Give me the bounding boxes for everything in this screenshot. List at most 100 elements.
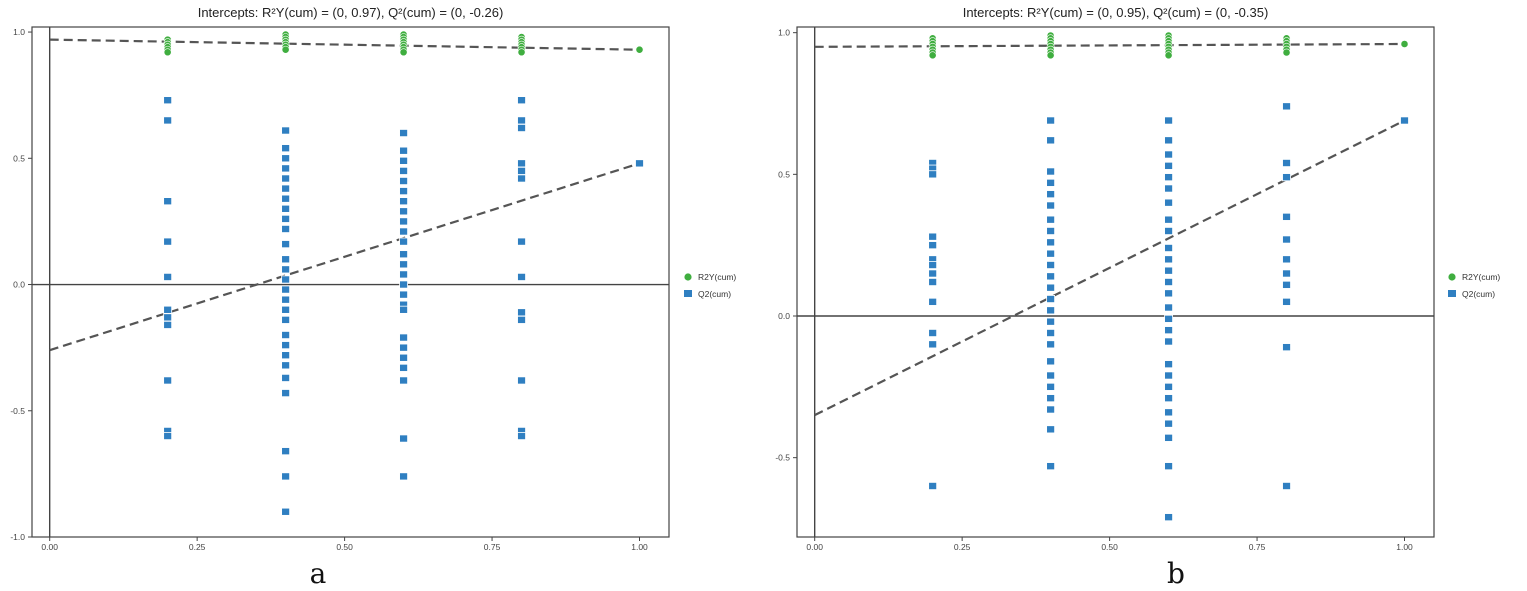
q2-point — [163, 197, 173, 206]
y-tick-label: -0.5 — [10, 406, 25, 416]
q2-point — [1164, 382, 1173, 391]
q2-point — [281, 194, 291, 203]
q2-point — [163, 376, 173, 385]
q2-point — [1046, 283, 1056, 292]
r2y-point — [281, 45, 290, 54]
x-tick-label: 0.00 — [41, 542, 58, 552]
q2-point — [281, 204, 291, 213]
y-tick-label: -1.0 — [10, 532, 25, 542]
q2-point — [1046, 167, 1056, 176]
q2-point — [928, 269, 938, 278]
q2-point — [1164, 150, 1173, 159]
q2-point — [399, 197, 408, 206]
legend: R2Y(cum) Q2(cum) — [684, 272, 736, 299]
r2y-point — [1282, 48, 1291, 57]
panel-label: a — [310, 557, 327, 590]
q2-point — [1046, 178, 1056, 187]
x-tick-label: 0.75 — [484, 542, 501, 552]
legend-q2-marker — [1448, 290, 1456, 297]
q2-point — [1046, 215, 1056, 224]
q2-point — [281, 447, 291, 456]
q2-point — [399, 434, 408, 443]
q2-point — [281, 373, 291, 382]
q2-point — [1046, 201, 1056, 210]
q2-point — [1046, 328, 1056, 337]
q2-point — [1164, 337, 1173, 346]
q2-point — [1046, 249, 1056, 258]
q2-point — [281, 240, 291, 249]
q2-point — [281, 154, 291, 163]
q2-point — [399, 363, 408, 372]
q2-point — [928, 297, 938, 306]
r2y-point — [1046, 51, 1055, 60]
q2-point — [399, 290, 408, 299]
y-tick-label: 0.5 — [778, 169, 790, 179]
q2-point — [517, 308, 526, 317]
q2-point — [399, 237, 408, 246]
q2-point — [1046, 238, 1056, 247]
q2-point — [928, 328, 938, 337]
r2y-regression-line — [49, 38, 640, 51]
q2-point — [1164, 215, 1173, 224]
q2-point — [399, 187, 408, 196]
q2-point — [1164, 408, 1173, 417]
q2-regression-line — [49, 162, 640, 352]
q2-point — [163, 432, 173, 441]
q2-point — [163, 96, 173, 105]
q2-point — [928, 260, 938, 269]
q2-point — [399, 177, 408, 186]
y-tick-label: 1.0 — [778, 28, 790, 38]
q2-point — [1164, 243, 1173, 252]
q2-point — [1046, 340, 1056, 349]
q2-point — [399, 353, 408, 362]
chart-title: Intercepts: R²Y(cum) = (0, 0.95), Q²(cum… — [963, 5, 1269, 20]
x-tick-label: 0.25 — [954, 542, 971, 552]
q2-point — [928, 340, 938, 349]
q2-point — [1282, 280, 1291, 289]
q2-point — [281, 214, 291, 223]
q2-point — [281, 265, 291, 274]
legend-q2-label: Q2(cum) — [698, 289, 731, 299]
q2-point — [163, 305, 173, 314]
x-tick-label: 0.75 — [1249, 542, 1266, 552]
q2-point — [281, 255, 291, 264]
chart-panel-b: Intercepts: R²Y(cum) = (0, 0.95), Q²(cum… — [775, 5, 1500, 590]
q2-point — [1046, 116, 1056, 125]
q2-point — [1164, 289, 1173, 298]
q2-point — [281, 389, 291, 398]
y-tick-label: 0.5 — [13, 153, 25, 163]
r2y-point — [635, 45, 644, 54]
x-tick-label: 0.00 — [806, 542, 823, 552]
q2-point — [399, 217, 408, 226]
q2-point — [399, 376, 408, 385]
q2-point — [635, 159, 644, 168]
chart-title: Intercepts: R²Y(cum) = (0, 0.97), Q²(cum… — [198, 5, 504, 20]
q2-point — [1282, 343, 1291, 352]
q2-point — [517, 315, 526, 324]
q2-point — [1282, 173, 1291, 182]
q2-point — [517, 159, 526, 168]
q2-point — [1164, 462, 1173, 471]
q2-point — [1282, 297, 1291, 306]
legend-q2-marker — [684, 290, 692, 297]
q2-point — [1046, 136, 1056, 145]
q2-point — [517, 116, 526, 125]
y-tick-label: 1.0 — [13, 27, 25, 37]
q2-point — [1164, 303, 1173, 312]
q2-point — [517, 272, 526, 281]
q2-regression-line — [814, 119, 1406, 417]
q2-point — [1282, 269, 1291, 278]
q2-point — [928, 232, 938, 241]
q2-point — [399, 250, 408, 259]
q2-point — [1282, 102, 1291, 111]
q2-point — [399, 156, 408, 165]
q2-point — [1282, 235, 1291, 244]
q2-point — [281, 315, 291, 324]
q2-point — [281, 351, 291, 360]
q2-point — [1046, 272, 1056, 281]
q2-point — [399, 333, 408, 342]
q2-point — [399, 343, 408, 352]
q2-point — [1282, 158, 1291, 167]
legend-r2y-marker — [1448, 273, 1456, 281]
